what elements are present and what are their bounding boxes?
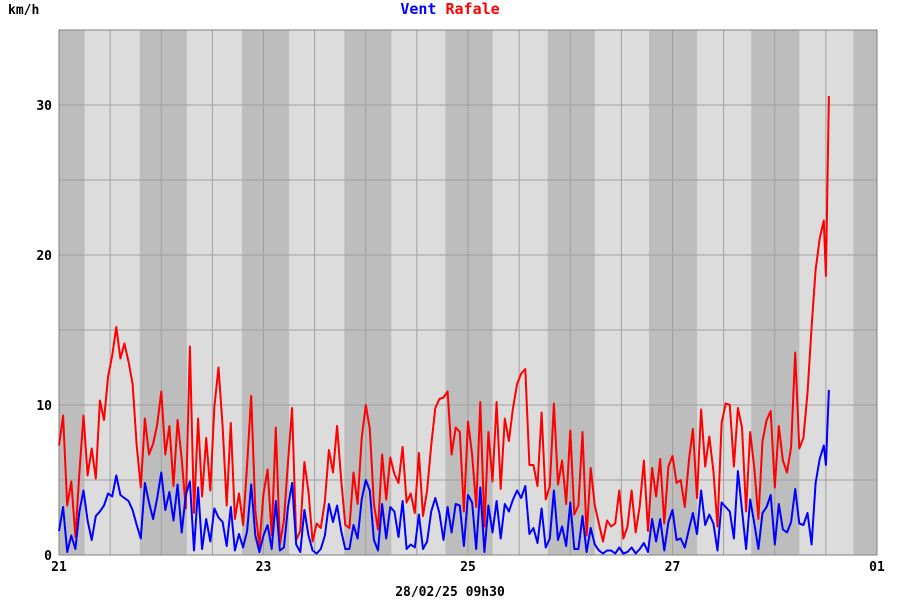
series-line-rafale bbox=[58, 95, 830, 547]
x-tick-0: 21 bbox=[51, 560, 67, 575]
series-line-vent bbox=[58, 389, 830, 555]
timestamp-label: 28/02/25 09h30 bbox=[395, 585, 505, 600]
y-tick-10: 10 bbox=[36, 399, 52, 414]
night-band-2 bbox=[242, 30, 290, 555]
night-band-6 bbox=[648, 30, 698, 555]
y-tick-30: 30 bbox=[36, 99, 52, 114]
night-bands bbox=[59, 30, 877, 555]
y-tick-labels: 0 10 20 30 bbox=[36, 99, 52, 564]
night-band-1 bbox=[139, 30, 187, 555]
y-axis-label: km/h bbox=[8, 3, 39, 18]
y-tick-0: 0 bbox=[44, 549, 52, 564]
plot-frame bbox=[58, 29, 878, 556]
x-tick-labels: 21 23 25 27 01 bbox=[51, 560, 885, 575]
x-tick-3: 27 bbox=[665, 560, 681, 575]
night-band-0 bbox=[59, 30, 85, 555]
legend-entry-rafale: Rafale bbox=[445, 0, 499, 18]
x-tick-2: 25 bbox=[460, 560, 476, 575]
legend: Vent Rafale bbox=[400, 0, 499, 18]
legend-entry-vent: Vent bbox=[400, 0, 436, 18]
x-tick-4: 01 bbox=[869, 560, 885, 575]
night-band-5 bbox=[547, 30, 595, 555]
y-tick-20: 20 bbox=[36, 249, 52, 264]
night-band-8 bbox=[853, 30, 877, 555]
series-lines bbox=[58, 95, 830, 555]
x-tick-1: 23 bbox=[256, 560, 272, 575]
night-band-4 bbox=[445, 30, 493, 555]
